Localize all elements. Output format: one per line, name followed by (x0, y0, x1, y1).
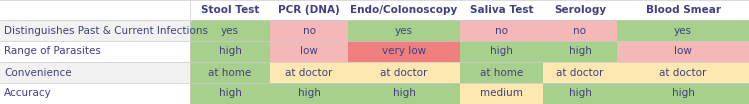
Text: high: high (219, 89, 241, 98)
Bar (270, 62, 348, 83)
Text: at home: at home (208, 67, 252, 77)
Bar (460, 20, 543, 41)
Bar (0, 41, 190, 62)
Text: at doctor: at doctor (557, 67, 604, 77)
Bar (460, 83, 543, 104)
Text: PCR (DNA): PCR (DNA) (278, 5, 340, 15)
Bar (543, 62, 617, 83)
Text: no: no (303, 25, 315, 35)
Text: Endo/Colonoscopy: Endo/Colonoscopy (351, 5, 458, 15)
Text: high: high (568, 46, 592, 56)
Bar (543, 41, 617, 62)
Bar (0, 0, 749, 20)
Text: high: high (392, 89, 416, 98)
Text: yes: yes (221, 25, 239, 35)
Text: at doctor: at doctor (380, 67, 428, 77)
Text: high: high (568, 89, 592, 98)
Bar (543, 20, 617, 41)
Bar (190, 41, 270, 62)
Text: Serology: Serology (554, 5, 606, 15)
Text: high: high (297, 89, 321, 98)
Text: Blood Smear: Blood Smear (646, 5, 721, 15)
Bar (460, 41, 543, 62)
Text: Convenience: Convenience (4, 67, 72, 77)
Bar (543, 83, 617, 104)
Text: at doctor: at doctor (659, 67, 707, 77)
Text: medium: medium (480, 89, 523, 98)
Text: at doctor: at doctor (285, 67, 333, 77)
Text: Range of Parasites: Range of Parasites (4, 46, 101, 56)
Bar (348, 20, 460, 41)
Bar (190, 83, 270, 104)
Bar (0, 83, 190, 104)
Bar (0, 20, 190, 41)
Text: high: high (490, 46, 513, 56)
Bar (617, 83, 749, 104)
Bar (190, 20, 270, 41)
Bar (270, 41, 348, 62)
Bar (348, 41, 460, 62)
Bar (270, 20, 348, 41)
Bar (460, 62, 543, 83)
Text: high: high (672, 89, 694, 98)
Text: at home: at home (480, 67, 523, 77)
Text: high: high (219, 46, 241, 56)
Text: Stool Test: Stool Test (201, 5, 259, 15)
Bar (348, 62, 460, 83)
Bar (270, 83, 348, 104)
Text: very low: very low (382, 46, 426, 56)
Bar (190, 62, 270, 83)
Bar (617, 62, 749, 83)
Text: low: low (300, 46, 318, 56)
Bar (617, 41, 749, 62)
Text: Saliva Test: Saliva Test (470, 5, 533, 15)
Text: Accuracy: Accuracy (4, 89, 52, 98)
Text: yes: yes (674, 25, 692, 35)
Text: yes: yes (395, 25, 413, 35)
Text: no: no (574, 25, 586, 35)
Bar (348, 83, 460, 104)
Text: no: no (495, 25, 508, 35)
Text: low: low (674, 46, 692, 56)
Text: Distinguishes Past & Current Infections: Distinguishes Past & Current Infections (4, 25, 208, 35)
Bar (0, 62, 190, 83)
Bar (617, 20, 749, 41)
